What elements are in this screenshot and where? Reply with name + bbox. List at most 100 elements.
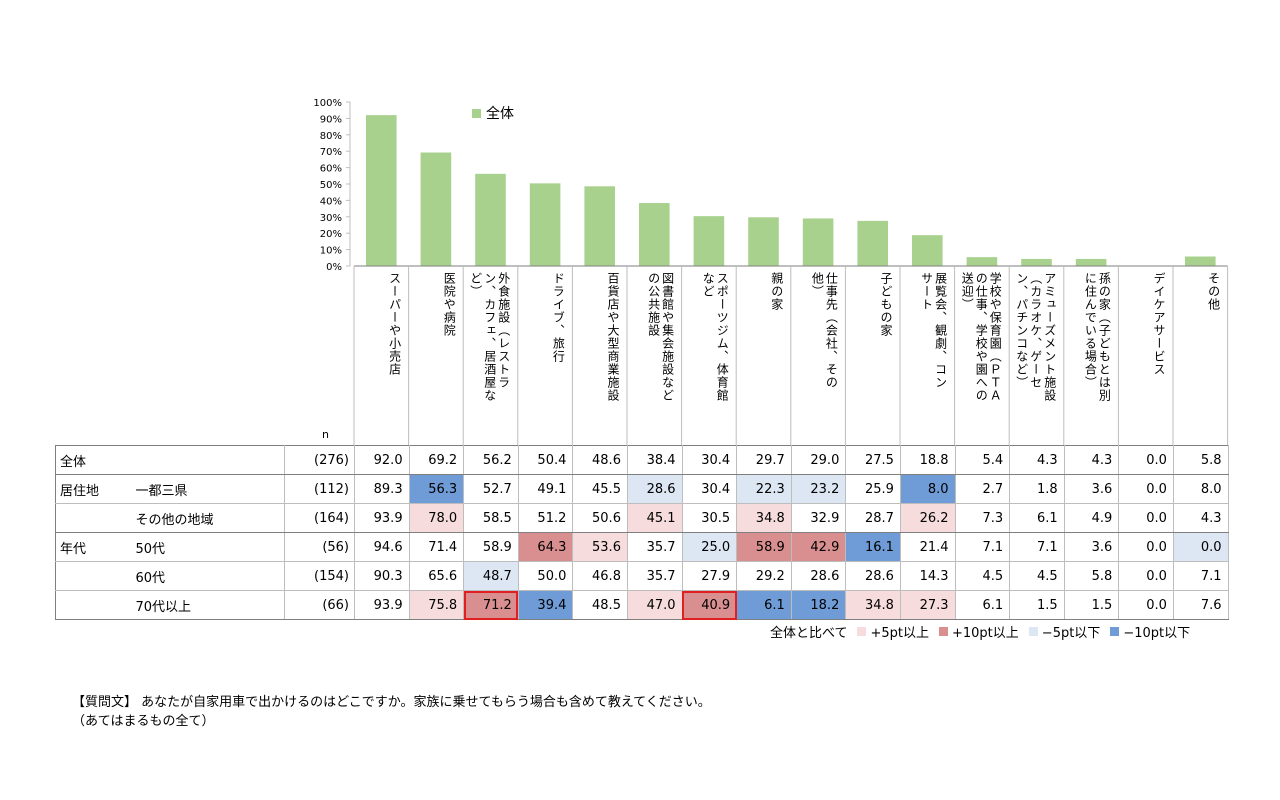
table-cell: 8.0: [1173, 474, 1229, 504]
table-cell: 4.5: [955, 561, 1011, 591]
column-header-label: 子どもの家: [879, 272, 893, 337]
legend-label-minus5: −5pt以下: [1041, 626, 1101, 641]
bar-chart: 0% 10% 20% 30% 40% 50% 60% 70% 80% 90% 100% 全体スーパーや…: [313, 98, 1229, 445]
table-cell: 3.6: [1064, 532, 1120, 562]
row-group-label: [55, 590, 132, 620]
table-cell: 18.2: [791, 590, 847, 620]
crosstab-table: 全体 (276) 92.0 69.2 56.2 50.4 48.6 38.4 30.4 29.7 2…: [55, 445, 1229, 620]
table-cell: 48.7: [463, 561, 519, 591]
bar: [584, 186, 615, 266]
table-cell: 5.4: [955, 445, 1011, 475]
table-cell: 47.0: [627, 590, 683, 620]
column-header-label: 学校や保育園（ＰＴＡ: [988, 271, 1002, 402]
table-cell: 4.3: [1064, 445, 1120, 475]
bar: [748, 217, 779, 266]
legend-label-minus10: −10pt以下: [1123, 626, 1191, 641]
table-cell: 7.1: [1173, 561, 1229, 591]
table-cell: 0.0: [1118, 561, 1174, 591]
row-n-value: (112): [284, 474, 355, 504]
table-cell: 93.9: [354, 590, 410, 620]
legend-item-plus5: +5pt以上: [857, 622, 929, 641]
table-cell: 35.7: [627, 532, 683, 562]
column-header-label: ン、パチンコなど）: [1015, 272, 1029, 389]
question-line-2: （あてはまるもの全て）: [72, 714, 215, 729]
table-cell: 0.0: [1118, 474, 1174, 504]
column-header-label: 外食施設（レストラ: [497, 272, 511, 389]
table-cell: 34.8: [845, 590, 901, 620]
table-cell: 35.7: [627, 561, 683, 591]
table-cell: 64.3: [518, 532, 574, 562]
table-cell: 0.0: [1118, 590, 1174, 620]
column-header-label: スーパーや小売店: [388, 272, 402, 376]
legend-label-plus10: +10pt以上: [952, 626, 1019, 641]
table-cell: 5.8: [1173, 445, 1229, 475]
table-cell: 45.1: [627, 503, 683, 533]
table-cell: 3.6: [1064, 474, 1120, 504]
legend-swatch-minus10: [1110, 627, 1120, 636]
table-cell: 0.0: [1118, 445, 1174, 475]
table-cell: 6.1: [955, 590, 1011, 620]
row-n-value: (56): [284, 532, 355, 562]
legend-label-plus5: +5pt以上: [870, 626, 929, 641]
bar: [420, 152, 452, 266]
table-cell: 45.5: [572, 474, 628, 504]
y-tick-label: 40%: [320, 196, 342, 207]
question-text: 【質問文】 あなたが自家用車で出かけるのはどこですか。家族に乗せてもらう場合も含…: [72, 693, 711, 731]
table-cell: 42.9: [791, 532, 847, 562]
table-cell: 50.6: [572, 503, 628, 533]
column-header-label: アミューズメント施設: [1043, 272, 1057, 402]
table-cell: 4.3: [1009, 445, 1065, 475]
column-header-label: デイケアサービス: [1152, 272, 1166, 376]
bar: [1185, 256, 1216, 266]
bar: [639, 203, 670, 266]
table-cell: 92.0: [354, 445, 410, 475]
table-cell: 14.3: [900, 561, 956, 591]
table-cell: 22.3: [736, 474, 792, 504]
bar: [1075, 258, 1107, 266]
column-header-label: 百貨店や大型商業施設: [606, 272, 620, 402]
table-cell: 7.1: [955, 532, 1011, 562]
column-header-label: に住んでいる場合）: [1083, 272, 1097, 389]
table-cell: 28.6: [845, 561, 901, 591]
table-cell: 29.0: [791, 445, 847, 475]
column-header-label: その他: [1207, 272, 1221, 311]
table-cell: 7.1: [1009, 532, 1065, 562]
table-cell: 4.5: [1009, 561, 1065, 591]
table-cell: 4.3: [1173, 503, 1229, 533]
table-cell: 51.2: [518, 503, 574, 533]
y-tick-label: 0%: [326, 262, 342, 273]
table-cell: 28.6: [627, 474, 683, 504]
table-cell: 29.7: [736, 445, 792, 475]
table-cell: 39.4: [518, 590, 574, 620]
table-row: その他の地域 (164) 93.9 78.0 58.5 51.2 50.6 45.1 30.5 3…: [55, 503, 1229, 533]
row-sub-label: [131, 445, 285, 475]
column-header-label: の公共施設: [647, 272, 661, 337]
y-tick-label: 100%: [313, 98, 342, 109]
column-header-label: ドライブ、旅行: [551, 272, 565, 363]
table-cell: 30.4: [682, 474, 738, 504]
column-header-label: 他）: [810, 272, 824, 298]
column-header-label: 親の家: [770, 272, 784, 311]
legend-swatch-minus5: [1028, 627, 1038, 636]
table-cell: 28.7: [845, 503, 901, 533]
column-header-label: ン、カフェ、居酒屋な: [483, 272, 497, 402]
table-cell: 27.5: [845, 445, 901, 475]
y-tick-label: 80%: [320, 131, 342, 142]
table-cell: 27.9: [682, 561, 738, 591]
table-cell: 5.8: [1064, 561, 1120, 591]
table-cell: 0.0: [1173, 532, 1229, 562]
table-cell: 1.8: [1009, 474, 1065, 504]
bar: [966, 257, 998, 266]
column-header-label: 孫の家（子どもとは別: [1097, 272, 1111, 402]
table-cell: 93.9: [354, 503, 410, 533]
y-tick-label: 10%: [320, 246, 342, 257]
table-cell: 28.6: [791, 561, 847, 591]
question-line-1: 【質問文】 あなたが自家用車で出かけるのはどこですか。家族に乗せてもらう場合も含…: [72, 695, 711, 710]
table-cell: 58.5: [463, 503, 519, 533]
table-cell: 0.0: [1118, 532, 1174, 562]
column-header-label: 送迎）: [960, 271, 974, 311]
table-cell: 94.6: [354, 532, 410, 562]
table-cell: 48.6: [572, 445, 628, 475]
table-cell: 58.9: [736, 532, 792, 562]
row-group-label: [55, 561, 132, 591]
